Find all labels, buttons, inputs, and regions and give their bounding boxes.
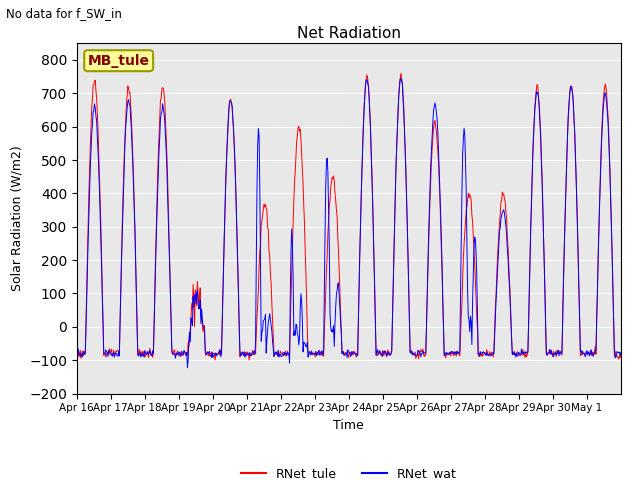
RNet_wat (437, 211, 445, 217)
Line: RNet_wat: RNet_wat (77, 79, 621, 368)
RNet_wat (237, 352, 245, 358)
RNet_tule (264, 227, 272, 233)
RNet_wat (617, 349, 625, 355)
Legend: RNet_tule, RNet_wat: RNet_tule, RNet_wat (236, 462, 461, 480)
RNet_wat (264, 319, 272, 325)
Line: RNet_tule: RNet_tule (77, 73, 621, 360)
X-axis label: Time: Time (333, 419, 364, 432)
RNet_wat (184, 365, 191, 371)
RNet_tule (437, 222, 445, 228)
RNet_tule (397, 71, 404, 76)
RNet_tule (617, 351, 625, 357)
RNet_wat (406, 350, 414, 356)
RNet_tule (73, 353, 81, 359)
RNet_tule (285, 351, 292, 357)
Text: No data for f_SW_in: No data for f_SW_in (6, 7, 122, 20)
Y-axis label: Solar Radiation (W/m2): Solar Radiation (W/m2) (10, 145, 24, 291)
RNet_wat (137, 354, 145, 360)
Title: Net Radiation: Net Radiation (297, 25, 401, 41)
RNet_wat (73, 355, 81, 361)
RNet_tule (137, 348, 145, 354)
RNet_tule (237, 351, 245, 357)
RNet_wat (285, 350, 292, 356)
RNet_wat (397, 76, 404, 82)
RNet_tule (406, 349, 414, 355)
RNet_tule (211, 357, 219, 363)
Text: MB_tule: MB_tule (88, 54, 150, 68)
